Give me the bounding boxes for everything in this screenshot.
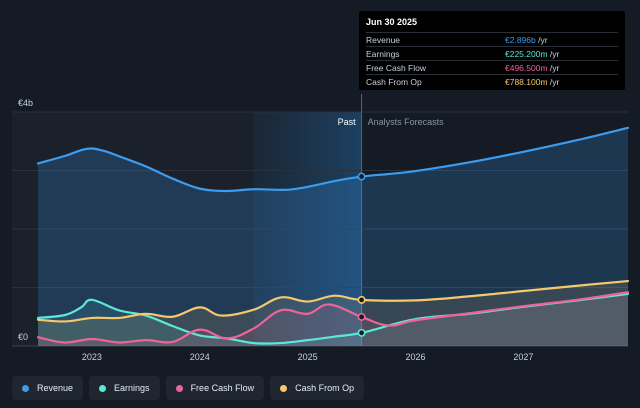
series-area-cash-from-op [38, 281, 628, 346]
legend-dot-icon [99, 384, 107, 392]
tooltip-row-value: €2.896b /yr [505, 35, 548, 45]
legend-dot-icon [22, 384, 29, 392]
tooltip-value-number: €496.500m [505, 62, 548, 73]
forecast-label: Analysts Forecasts [368, 117, 445, 127]
tooltip-date: Jun 30 2025 [366, 17, 418, 27]
tooltip-value-number: €225.200m [505, 48, 548, 59]
tooltip-row-value: €788.100m /yr [505, 77, 559, 87]
tooltip-row-value: €225.200m /yr [505, 49, 559, 59]
series-area-revenue [38, 127, 628, 346]
tooltip-value-unit: /yr [547, 76, 560, 87]
tooltip-row: Earnings €225.200m /yr [366, 46, 618, 60]
tooltip-row-label: Cash From Op [366, 76, 422, 87]
legend-item-free-cash-flow[interactable]: Free Cash Flow [165, 376, 265, 400]
tooltip-row: Revenue €2.896b /yr [366, 32, 618, 46]
past-label: Past [338, 117, 357, 127]
x-tick-label: 2025 [298, 352, 318, 362]
tooltip-value-unit: /yr [535, 34, 548, 45]
legend-label: Earnings [114, 383, 150, 393]
legend: Revenue Earnings Free Cash Flow Cash From O… [12, 376, 365, 400]
legend-item-revenue[interactable]: Revenue [12, 376, 84, 400]
series-marker-earnings [357, 328, 366, 337]
x-tick-label: 2027 [513, 352, 533, 362]
x-tick-label: 2026 [405, 352, 425, 362]
tooltip-panel: Jun 30 2025 Revenue €2.896b /yr Earnings €2… [359, 11, 625, 90]
grid [12, 94, 628, 347]
tooltip-value-number: €788.100m [505, 76, 548, 87]
legend-label: Cash From Op [295, 383, 355, 393]
tooltip-row-value: €496.500m /yr [505, 63, 559, 73]
tooltip-row-label: Free Cash Flow [366, 62, 426, 73]
tooltip-value-unit: /yr [547, 48, 560, 59]
tooltip-row-label: Revenue [366, 34, 401, 45]
y-axis-bottom-label: €0 [18, 332, 28, 342]
legend-label: Revenue [37, 383, 74, 393]
tooltip-value-unit: /yr [547, 62, 560, 73]
series-line-revenue [36, 126, 630, 193]
series-line-free-cash-flow [36, 291, 630, 344]
tooltip-row: Cash From Op €788.100m /yr [366, 74, 618, 88]
legend-dot-icon [175, 384, 183, 392]
series-marker-free-cash-flow [357, 312, 366, 321]
legend-item-cash-from-op[interactable]: Cash From Op [270, 376, 365, 400]
tooltip-row-label: Earnings [366, 48, 400, 59]
series-marker-cash-from-op [357, 295, 366, 304]
series-area-free-cash-flow [38, 292, 628, 346]
legend-dot-icon [280, 384, 288, 392]
legend-item-earnings[interactable]: Earnings [89, 376, 160, 400]
y-axis-top-label: €4b [18, 98, 33, 108]
tooltip-value-number: €2.896b [505, 34, 536, 45]
series-marker-revenue [357, 172, 366, 181]
x-tick-label: 2024 [190, 352, 210, 362]
chart-area: €4b €0 Past Analysts Forecasts 2023 2024 2025 2… [12, 94, 630, 362]
series-line-cash-from-op [36, 279, 630, 323]
legend-label: Free Cash Flow [190, 383, 255, 393]
series-area-earnings [38, 293, 628, 346]
tooltip-row: Free Cash Flow €496.500m /yr [366, 60, 618, 74]
x-tick-label: 2023 [82, 352, 102, 362]
